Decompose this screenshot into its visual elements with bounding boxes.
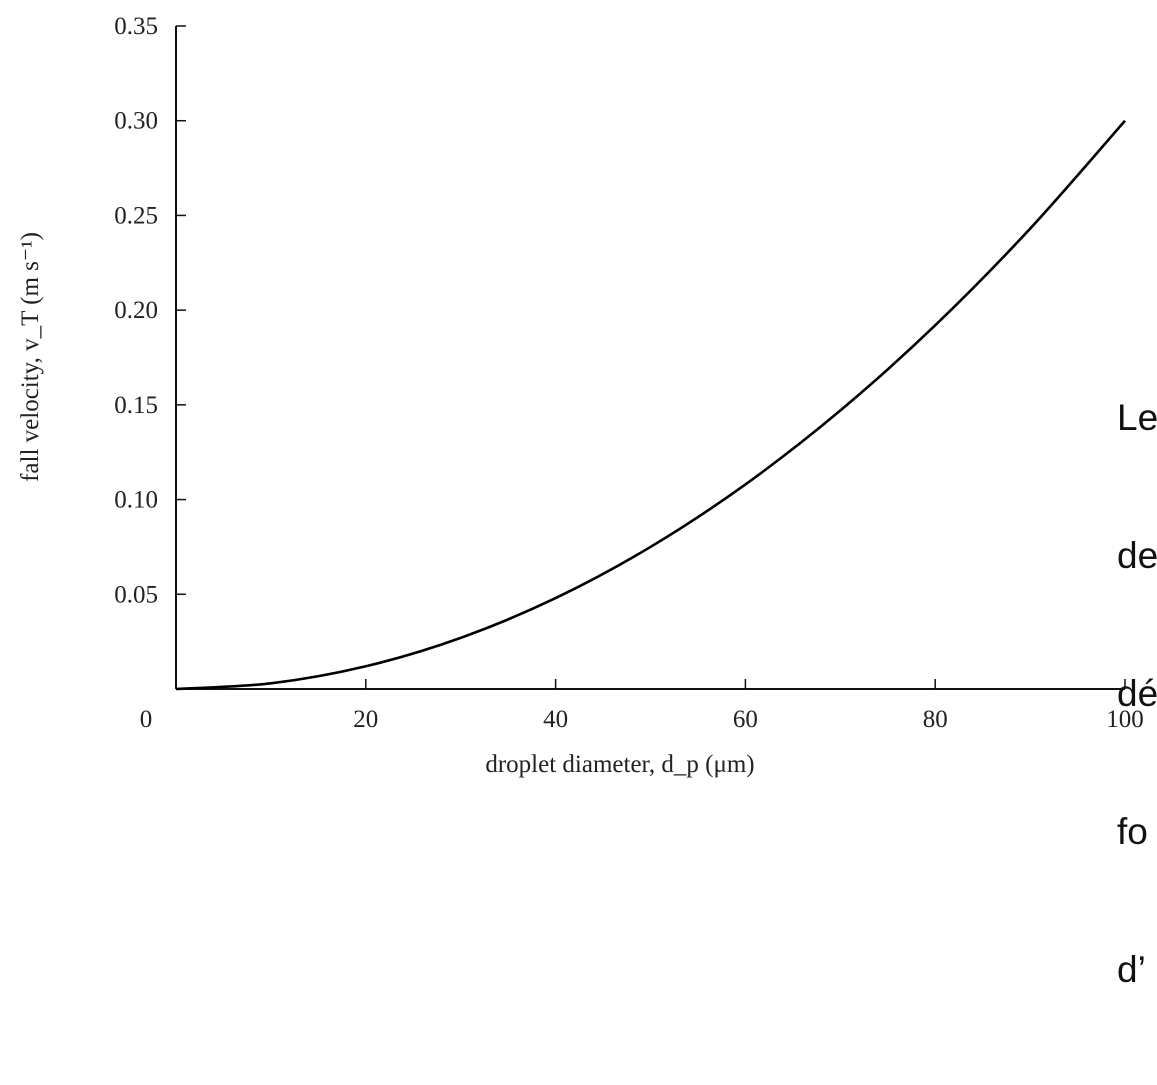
- series-layer: [176, 121, 1125, 689]
- chart-area: droplet diameter, d_p (μm) fall velocity…: [0, 0, 1157, 786]
- cropped-side-text: Le de dé fo d’: [1117, 303, 1157, 1085]
- y-tick-label: 0.05: [114, 581, 158, 608]
- y-tick-label: 0.25: [114, 202, 158, 229]
- y-tick-label: 0.15: [114, 392, 158, 419]
- side-text-line: Le: [1117, 395, 1157, 441]
- y-tick-label: 0.35: [114, 13, 158, 40]
- fall-velocity-curve: [176, 121, 1125, 689]
- x-tick-label: 40: [543, 706, 568, 733]
- x-axis-label: droplet diameter, d_p (μm): [485, 751, 754, 778]
- side-text-line: dé: [1117, 671, 1157, 717]
- side-text-line: de: [1117, 533, 1157, 579]
- side-text-line: fo: [1117, 809, 1157, 855]
- y-tick-label: 0.30: [114, 108, 158, 135]
- fall-velocity-chart: droplet diameter, d_p (μm) fall velocity…: [0, 0, 1157, 786]
- x-tick-label: 0: [140, 706, 153, 733]
- x-tick-label: 20: [353, 706, 378, 733]
- x-tick-label: 80: [923, 706, 948, 733]
- y-tick-label: 0.10: [114, 487, 158, 514]
- y-axis-label: fall velocity, v_T (m s⁻¹): [17, 232, 44, 482]
- y-tick-label: 0.20: [114, 297, 158, 324]
- x-tick-label: 60: [733, 706, 758, 733]
- side-text-line: d’: [1117, 947, 1157, 993]
